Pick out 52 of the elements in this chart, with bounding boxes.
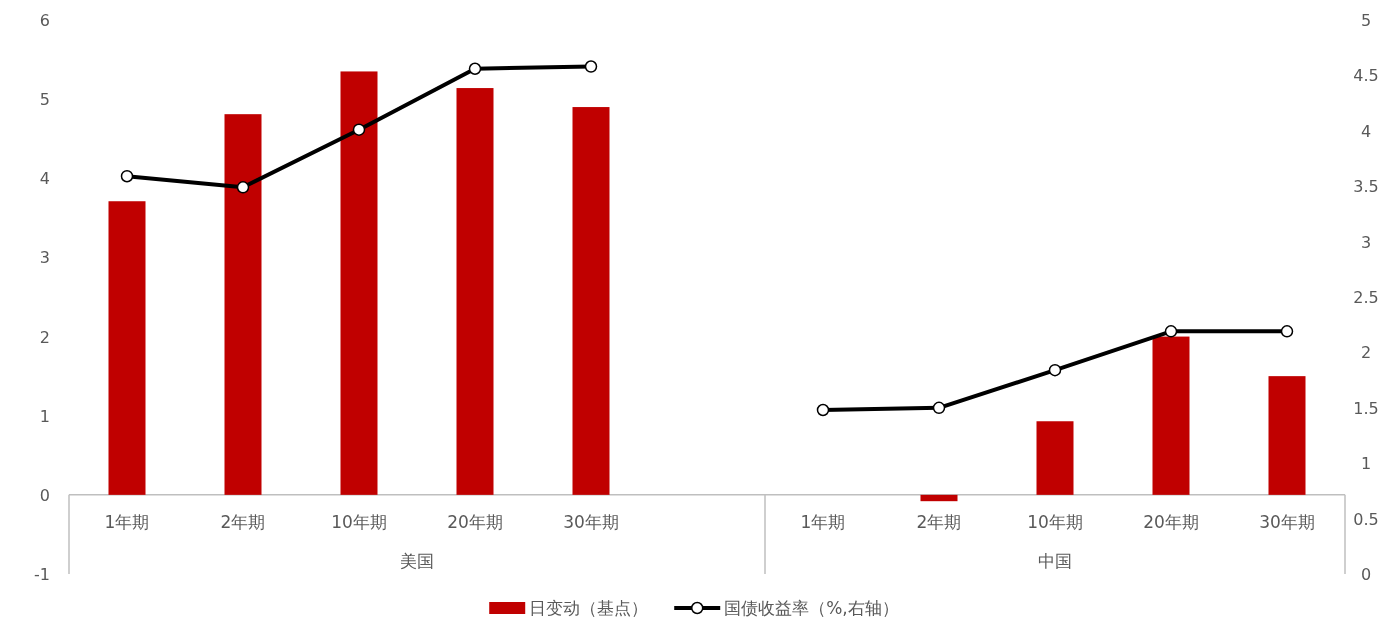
point: [1048, 363, 1062, 377]
x-tick-label: 10年期: [1027, 511, 1083, 532]
y2-tick-label: 0: [1360, 565, 1372, 584]
bar: [224, 114, 262, 495]
annotation: 中国: [1038, 550, 1072, 571]
bar: [1036, 421, 1074, 495]
x-tick-label: 2年期: [220, 511, 266, 532]
x-tick-label: 20年期: [1143, 511, 1199, 532]
y-tick-label: 1: [39, 406, 50, 426]
x-tick-label: 1年期: [800, 511, 846, 532]
y-tick-label: 5: [39, 90, 50, 110]
bar: [920, 494, 958, 502]
y2-tick-label: 0.5: [1353, 509, 1379, 529]
y-tick-label: 0: [39, 485, 50, 505]
y-tick-label: -1: [34, 565, 50, 584]
y2-tick-label: 1.5: [1353, 398, 1379, 418]
legend-label: 日变动（基点）: [529, 598, 649, 618]
bar: [456, 88, 494, 495]
x-tick-label: 10年期: [331, 511, 387, 532]
point: [120, 169, 134, 183]
point: [932, 401, 946, 415]
x-tick-label: 2年期: [916, 511, 962, 532]
x-tick-label: 20年期: [447, 511, 503, 532]
y2-tick-label: 5: [1360, 11, 1372, 30]
annotation: 美国: [400, 550, 434, 571]
x-tick-label: 30年期: [1259, 511, 1315, 532]
point: [352, 123, 366, 136]
bar: [1152, 336, 1190, 495]
y-tick-label: 3: [39, 248, 50, 268]
y-tick-label: 6: [39, 11, 50, 30]
bar: [572, 107, 610, 495]
y2-tick-label: 3: [1360, 232, 1372, 252]
y2-tick-label: 2: [1360, 343, 1372, 363]
point: [816, 403, 830, 417]
point: [1164, 325, 1178, 338]
point: [468, 62, 482, 75]
bar: [1268, 376, 1306, 495]
y-tick-label: 4: [39, 169, 50, 189]
bar: [340, 71, 378, 495]
y2-tick-label: 1: [1360, 454, 1372, 474]
y2-tick-label: 2.5: [1353, 288, 1379, 307]
y2-tick-label: 4: [1360, 121, 1372, 141]
bar: [108, 201, 146, 495]
point: [236, 181, 250, 194]
legend-label: 国债收益率（%,右轴）: [724, 598, 899, 618]
y2-tick-label: 4.5: [1353, 66, 1379, 86]
y2-tick-label: 3.5: [1353, 177, 1379, 197]
x-tick-label: 30年期: [563, 511, 619, 532]
point: [1280, 325, 1294, 338]
point: [584, 60, 598, 73]
y-tick-label: 2: [39, 327, 50, 347]
x-tick-label: 1年期: [104, 511, 150, 532]
